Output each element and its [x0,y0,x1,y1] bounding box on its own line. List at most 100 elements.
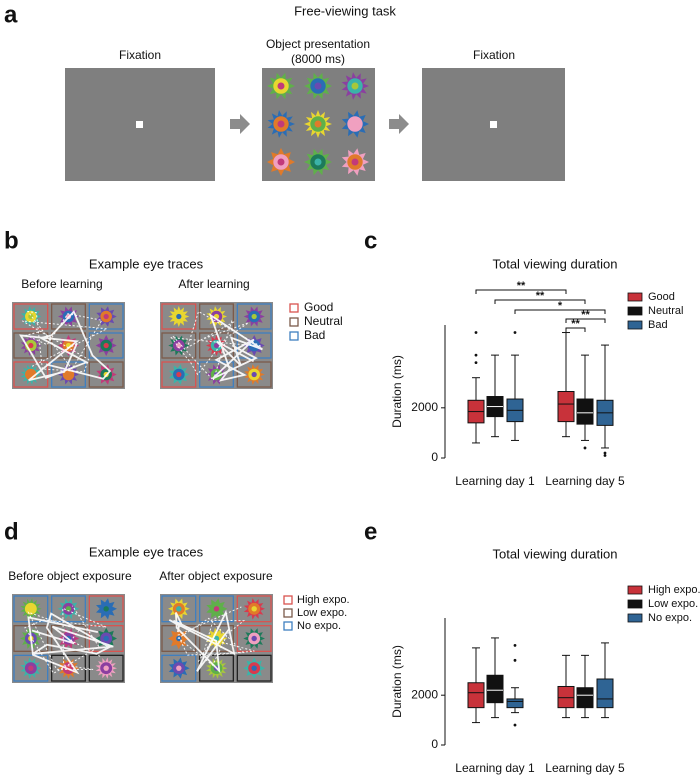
legend-swatch [283,608,293,618]
legend-label: Good [648,291,675,303]
cell-border [236,361,272,388]
eye-trace [22,310,109,373]
fixation-point [490,121,497,128]
screen-duration: (8000 ms) [291,52,345,66]
significance-bracket [494,299,586,304]
panel-title: Example eye traces [89,256,204,271]
object-flower [251,635,257,642]
x-tick-label: Learning day 5 [545,761,625,775]
cell-border [51,332,86,359]
significance-label: ** [536,290,545,302]
box [576,398,594,425]
object-flower [277,120,285,128]
eye-trace [208,313,263,382]
object-flower [103,313,109,320]
cell-border [161,361,197,388]
object-flower [314,82,322,90]
panel-label: d [4,518,19,545]
eye-trace [177,606,255,666]
object-flower [314,120,322,128]
cell-border [88,654,124,682]
legend-label: No expo. [648,612,692,624]
cell-border [13,625,49,652]
cell-border [13,303,49,330]
legend-swatch [283,595,293,605]
outlier [513,331,517,334]
y-tick-label: 2000 [411,400,438,414]
object-flower [28,342,34,349]
outlier [513,658,517,662]
panel-title: Example eye traces [89,544,204,559]
object-flower [28,606,34,612]
legend-swatch [627,613,643,623]
cell-border [236,303,272,330]
fixation-point [136,121,143,128]
grid-label: After learning [178,277,249,291]
object-flower [28,665,34,671]
x-tick-label: Learning day 1 [455,761,535,775]
cell-border [51,595,86,623]
panel-title: Free-viewing task [294,3,396,18]
legend-label: Neutral [304,314,343,328]
object-flower [103,665,109,671]
grid-label: After object exposure [159,569,273,583]
object-flower [277,158,285,166]
panel-label: b [4,227,19,254]
outlier [474,361,478,365]
box [467,682,485,709]
cell-border [13,361,49,388]
outlier [513,643,517,647]
object-flower [351,158,359,166]
significance-bracket [514,309,606,314]
grid-label: Before learning [21,277,102,291]
object-flower [65,606,72,612]
legend-swatch [627,292,643,302]
significance-label: ** [571,318,580,330]
significance-label: ** [581,309,590,321]
object-flower [103,635,109,642]
legend-label: High expo. [297,594,350,606]
legend-label: No expo. [297,620,341,632]
legend-swatch [289,331,299,341]
panel-label: a [4,1,18,28]
significance-label: ** [517,280,526,292]
object-flower [351,120,359,128]
eye-trace [27,612,114,675]
box [596,678,614,709]
arrow [389,114,409,134]
object-flower [251,313,257,320]
grid-label: Before object exposure [8,569,132,583]
chart-title: Total viewing duration [492,546,617,561]
legend-label: High expo. [648,584,700,596]
object-flower [176,606,182,612]
object-flower [176,342,182,349]
object-flower [65,371,72,378]
legend-label: Low expo. [648,598,698,610]
y-tick-label: 0 [431,737,438,751]
cell-border [88,332,124,359]
object-flower [213,606,220,612]
cell-border [199,303,234,330]
y-axis-label: Duration (ms) [390,645,404,718]
outlier [583,446,587,450]
legend-label: Bad [648,319,668,331]
object-flower [314,158,322,166]
significance-label: * [558,300,563,312]
significance-bracket [475,289,567,294]
outlier [474,331,478,334]
y-axis-label: Duration (ms) [390,355,404,428]
legend-swatch [283,621,293,631]
cell-border [236,654,272,682]
cell-border [161,654,197,682]
object-flower [176,665,182,671]
eye-trace [170,310,262,382]
eye-trace [19,310,112,382]
eye-trace [168,609,236,674]
object-flower [176,313,182,320]
illustrations [12,72,369,683]
chart-title: Total viewing duration [492,256,617,271]
cell-border [161,303,197,330]
outlier [603,454,607,457]
screen-label: Object presentation [266,37,370,51]
legend-swatch [627,320,643,330]
